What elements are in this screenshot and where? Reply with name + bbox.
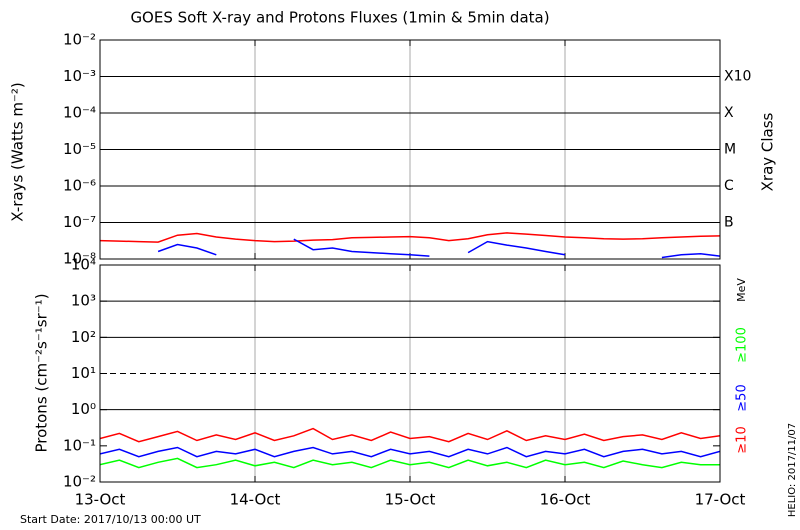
y-tick-label: 10³ [71, 292, 96, 310]
chart-title: GOES Soft X-ray and Protons Fluxes (1min… [130, 9, 549, 27]
y-tick-label: 10⁻⁸ [63, 250, 96, 268]
plot-frame [99, 264, 721, 483]
y-tick-label: 10¹ [71, 364, 96, 382]
y-tick-label: 10⁻⁷ [63, 213, 96, 231]
data-line [100, 232, 720, 243]
y2-tick-label: B [724, 215, 734, 231]
data-line [100, 446, 720, 458]
y2-axis-title: Xray Class [759, 112, 777, 191]
y2-tick-label: X10 [724, 69, 751, 85]
legend-label: ≥50 [735, 384, 750, 411]
legend-unit: MeV [735, 278, 748, 302]
y-tick-label: 10⁻³ [63, 67, 96, 85]
y2-tick-label: M [724, 142, 736, 158]
y-tick-label: 10⁻² [63, 473, 96, 491]
y-tick-label: 10⁴ [71, 256, 96, 274]
y-tick-label: 10⁻⁴ [63, 104, 96, 122]
helio-stamp: HELIO: 2017/11/07 [787, 423, 798, 517]
start-date: Start Date: 2017/10/13 00:00 UT [20, 513, 201, 526]
y-tick-label: 10⁻² [63, 31, 96, 49]
data-line [100, 427, 720, 443]
y2-tick-label: C [724, 178, 734, 194]
x-tick-label: 17-Oct [695, 491, 746, 509]
y-axis-title: Protons (cm⁻²s⁻¹sr⁻¹) [33, 293, 51, 452]
y-axis-title: X-rays (Watts m⁻²) [9, 82, 27, 221]
data-line [100, 457, 720, 469]
legend-label: ≥10 [735, 426, 750, 453]
y-tick-label: 10² [71, 328, 96, 346]
plot-frame [99, 39, 721, 260]
y-tick-label: 10⁰ [71, 400, 96, 418]
data-line [157, 238, 720, 259]
y-tick-label: 10⁻⁶ [63, 177, 96, 195]
legend-label: ≥100 [735, 327, 750, 363]
x-tick-label: 16-Oct [540, 491, 591, 509]
x-tick-label: 15-Oct [385, 491, 436, 509]
x-tick-label: 14-Oct [230, 491, 281, 509]
y-tick-label: 10⁻⁵ [63, 140, 96, 158]
y-tick-label: 10⁻¹ [63, 436, 96, 454]
y2-tick-label: X [724, 105, 734, 121]
x-tick-label: 13-Oct [75, 491, 126, 509]
